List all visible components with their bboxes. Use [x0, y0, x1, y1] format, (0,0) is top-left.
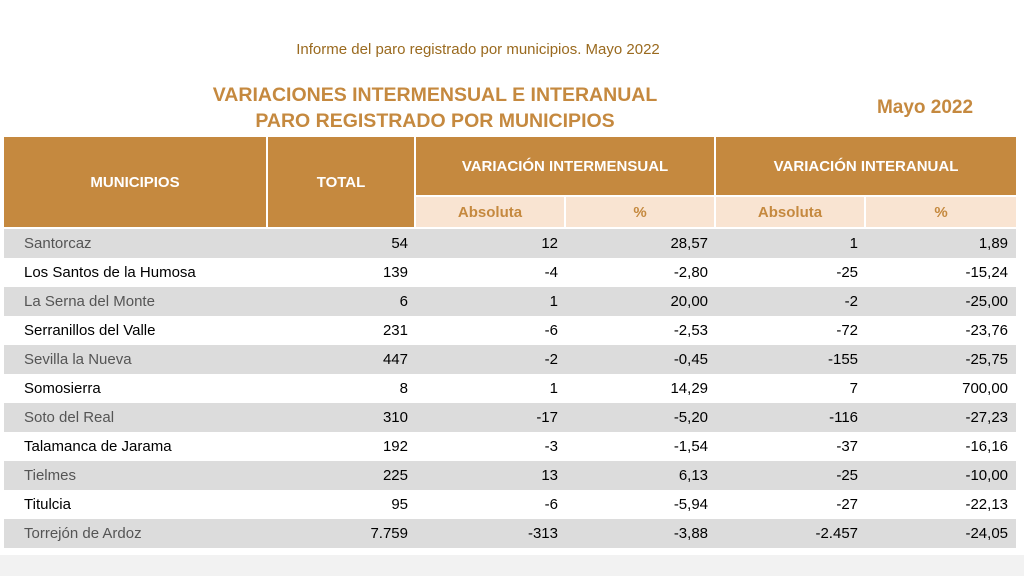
table-row: Santorcaz 54 12 28,57 1 1,89 [4, 229, 1017, 258]
interanual-absoluta-value: -25 [716, 258, 867, 287]
total-value: 310 [268, 403, 416, 432]
intermensual-percent-value: -5,94 [566, 490, 717, 519]
col-header-intermensual-absoluta: Absoluta [416, 197, 566, 229]
municipio-name: Soto del Real [4, 403, 268, 432]
intermensual-absoluta-value: -6 [416, 490, 566, 519]
interanual-absoluta-value: -25 [716, 461, 867, 490]
intermensual-percent-value: -5,20 [566, 403, 717, 432]
col-header-municipios: MUNICIPIOS [4, 137, 268, 229]
total-value: 6 [268, 287, 416, 316]
interanual-percent-value: 1,89 [866, 229, 1017, 258]
interanual-absoluta-value: 7 [716, 374, 867, 403]
interanual-percent-value: -15,24 [866, 258, 1017, 287]
total-value: 7.759 [268, 519, 416, 548]
intermensual-percent-value: 28,57 [566, 229, 717, 258]
interanual-percent-value: -24,05 [866, 519, 1017, 548]
report-title: Informe del paro registrado por municipi… [296, 41, 660, 58]
intermensual-percent-value: 6,13 [566, 461, 717, 490]
col-header-variacion-intermensual: VARIACIÓN INTERMENSUAL [416, 137, 717, 197]
table-body: Santorcaz 54 12 28,57 1 1,89 Los Santos de la … [4, 229, 1017, 548]
col-header-intermensual-percent: % [566, 197, 717, 229]
intermensual-absoluta-value: -17 [416, 403, 566, 432]
interanual-percent-value: -16,16 [866, 432, 1017, 461]
municipio-name: Somosierra [4, 374, 268, 403]
interanual-absoluta-value: -155 [716, 345, 867, 374]
col-header-variacion-interanual: VARIACIÓN INTERANUAL [716, 137, 1017, 197]
total-value: 231 [268, 316, 416, 345]
col-header-interanual-absoluta: Absoluta [716, 197, 867, 229]
main-title-line-1: VARIACIONES INTERMENSUAL E INTERANUAL [212, 84, 658, 106]
interanual-absoluta-value: -27 [716, 490, 867, 519]
header-row: MUNICIPIOS TOTAL VARIACIÓN INTERMENSUAL … [4, 137, 1017, 229]
municipio-name: Tielmes [4, 461, 268, 490]
municipio-name: La Serna del Monte [4, 287, 268, 316]
interanual-percent-value: 700,00 [866, 374, 1017, 403]
interanual-absoluta-value: -37 [716, 432, 867, 461]
main-title: VARIACIONES INTERMENSUAL E INTERANUAL PA… [150, 82, 720, 134]
intermensual-absoluta-value: 1 [416, 287, 566, 316]
intermensual-absoluta-value: 12 [416, 229, 566, 258]
interanual-absoluta-value: -116 [716, 403, 867, 432]
intermensual-percent-value: -2,80 [566, 258, 717, 287]
total-value: 192 [268, 432, 416, 461]
interanual-percent-value: -22,13 [866, 490, 1017, 519]
intermensual-absoluta-value: -4 [416, 258, 566, 287]
table-row: Titulcia 95 -6 -5,94 -27 -22,13 [4, 490, 1017, 519]
col-header-total: TOTAL [268, 137, 416, 229]
date-label: Mayo 2022 [876, 97, 974, 118]
intermensual-percent-value: 14,29 [566, 374, 717, 403]
total-value: 225 [268, 461, 416, 490]
municipio-name: Santorcaz [4, 229, 268, 258]
total-value: 8 [268, 374, 416, 403]
intermensual-absoluta-value: -3 [416, 432, 566, 461]
municipio-name: Sevilla la Nueva [4, 345, 268, 374]
table-row: Somosierra 8 1 14,29 7 700,00 [4, 374, 1017, 403]
table-row: Los Santos de la Humosa 139 -4 -2,80 -25 -15,… [4, 258, 1017, 287]
table-row: Torrejón de Ardoz 7.759 -313 -3,88 -2.457 -24… [4, 519, 1017, 548]
main-title-line-2: PARO REGISTRADO POR MUNICIPIOS [255, 110, 615, 132]
intermensual-percent-value: -2,53 [566, 316, 717, 345]
intermensual-percent-value: -3,88 [566, 519, 717, 548]
table-row: Tielmes 225 13 6,13 -25 -10,00 [4, 461, 1017, 490]
total-value: 447 [268, 345, 416, 374]
intermensual-percent-value: 20,00 [566, 287, 717, 316]
subheader-row: Absoluta % Absoluta % [4, 197, 1017, 229]
table-row: Soto del Real 310 -17 -5,20 -116 -27,23 [4, 403, 1017, 432]
interanual-percent-value: -27,23 [866, 403, 1017, 432]
interanual-absoluta-value: -72 [716, 316, 867, 345]
municipio-name: Los Santos de la Humosa [4, 258, 268, 287]
interanual-absoluta-value: -2 [716, 287, 867, 316]
interanual-absoluta-value: -2.457 [716, 519, 867, 548]
total-value: 139 [268, 258, 416, 287]
intermensual-percent-value: -1,54 [566, 432, 717, 461]
interanual-percent-value: -23,76 [866, 316, 1017, 345]
municipal-unemployment-table: MUNICIPIOS TOTAL VARIACIÓN INTERMENSUAL … [4, 137, 1017, 548]
intermensual-absoluta-value: -313 [416, 519, 566, 548]
intermensual-absoluta-value: -2 [416, 345, 566, 374]
total-value: 95 [268, 490, 416, 519]
table-row: Serranillos del Valle 231 -6 -2,53 -72 -23,76 [4, 316, 1017, 345]
intermensual-absoluta-value: 1 [416, 374, 566, 403]
col-header-interanual-percent: % [866, 197, 1017, 229]
table-row: Talamanca de Jarama 192 -3 -1,54 -37 -16,16 [4, 432, 1017, 461]
interanual-percent-value: -10,00 [866, 461, 1017, 490]
municipio-name: Titulcia [4, 490, 268, 519]
total-value: 54 [268, 229, 416, 258]
municipio-name: Talamanca de Jarama [4, 432, 268, 461]
interanual-percent-value: -25,00 [866, 287, 1017, 316]
table-row: Sevilla la Nueva 447 -2 -0,45 -155 -25,75 [4, 345, 1017, 374]
table-row: La Serna del Monte 6 1 20,00 -2 -25,00 [4, 287, 1017, 316]
interanual-absoluta-value: 1 [716, 229, 867, 258]
intermensual-percent-value: -0,45 [566, 345, 717, 374]
bottom-band [0, 555, 1024, 576]
municipio-name: Serranillos del Valle [4, 316, 268, 345]
interanual-percent-value: -25,75 [866, 345, 1017, 374]
municipio-name: Torrejón de Ardoz [4, 519, 268, 548]
intermensual-absoluta-value: 13 [416, 461, 566, 490]
intermensual-absoluta-value: -6 [416, 316, 566, 345]
